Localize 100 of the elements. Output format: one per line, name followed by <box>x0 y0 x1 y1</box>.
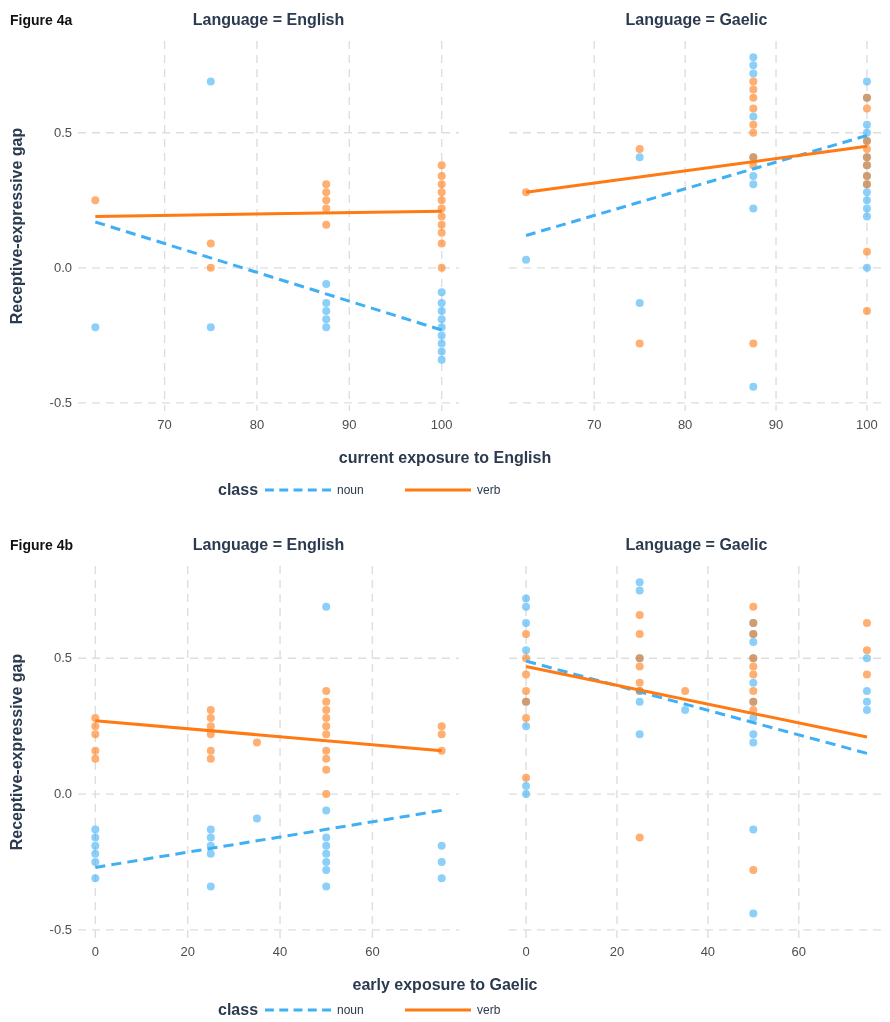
point <box>322 220 331 229</box>
point <box>749 93 758 102</box>
point <box>522 646 531 655</box>
point <box>635 610 644 619</box>
point <box>862 686 871 695</box>
point <box>749 670 758 679</box>
x-tick-label: 80 <box>249 417 265 432</box>
point <box>322 857 331 866</box>
point <box>862 705 871 714</box>
point <box>862 307 871 316</box>
point <box>749 85 758 94</box>
point <box>91 825 100 834</box>
x-tick-label: 80 <box>677 417 693 432</box>
point <box>749 602 758 611</box>
point <box>322 323 331 332</box>
point <box>91 857 100 866</box>
point <box>681 686 690 695</box>
point <box>522 602 531 611</box>
point <box>206 239 215 248</box>
point <box>749 172 758 181</box>
point <box>749 738 758 747</box>
y-axis-title: Receptive-expressive gap <box>8 127 25 325</box>
point <box>522 255 531 264</box>
point <box>91 841 100 850</box>
point <box>749 69 758 78</box>
point <box>206 825 215 834</box>
point <box>437 331 446 340</box>
point <box>522 790 531 799</box>
y-axis-title: Receptive-expressive gap <box>8 653 25 851</box>
caption: Figure 4b <box>10 537 74 553</box>
x-axis-title: current exposure to English <box>338 449 552 466</box>
chart-title: Language = English <box>192 536 345 553</box>
point <box>437 161 446 170</box>
point <box>322 204 331 213</box>
point <box>437 307 446 316</box>
point <box>862 646 871 655</box>
point <box>91 874 100 883</box>
point <box>437 220 446 229</box>
point <box>206 323 215 332</box>
point <box>437 288 446 297</box>
point <box>522 781 531 790</box>
point <box>862 619 871 628</box>
point <box>635 153 644 162</box>
x-tick-label: 100 <box>856 417 878 432</box>
point <box>635 586 644 595</box>
point <box>862 654 871 663</box>
chart-title: Language = English <box>192 11 345 28</box>
point <box>322 307 331 316</box>
point <box>749 204 758 213</box>
point <box>322 866 331 875</box>
point <box>322 841 331 850</box>
point <box>206 722 215 731</box>
point <box>862 212 871 221</box>
point <box>322 849 331 858</box>
point <box>437 874 446 883</box>
point <box>635 578 644 587</box>
point <box>322 280 331 289</box>
point <box>437 172 446 181</box>
y-tick-label: 0.5 <box>53 650 72 666</box>
point <box>322 298 331 307</box>
point <box>862 263 871 272</box>
point <box>206 714 215 723</box>
point <box>322 882 331 891</box>
point <box>862 188 871 197</box>
point <box>252 738 261 747</box>
point <box>206 754 215 763</box>
chart-title: Language = Gaelic <box>625 11 768 28</box>
point <box>862 247 871 256</box>
x-tick-label: 70 <box>157 417 172 432</box>
point <box>322 765 331 774</box>
point <box>749 339 758 348</box>
legend-label: verb <box>477 1003 501 1017</box>
point <box>749 662 758 671</box>
point <box>635 833 644 842</box>
x-tick-label: 20 <box>180 944 195 959</box>
point <box>91 754 100 763</box>
x-tick-label: 90 <box>768 417 784 432</box>
x-tick-label: 40 <box>700 944 716 959</box>
point <box>322 790 331 799</box>
point <box>862 104 871 113</box>
caption: Figure 4a <box>10 12 73 28</box>
point <box>437 730 446 739</box>
point <box>91 323 100 332</box>
point <box>522 619 531 628</box>
point <box>862 77 871 86</box>
point <box>322 714 331 723</box>
point <box>437 263 446 272</box>
point <box>322 180 331 189</box>
y-tick-label: 0.5 <box>53 124 72 140</box>
point <box>322 833 331 842</box>
point <box>635 629 644 638</box>
point <box>322 602 331 611</box>
point <box>437 857 446 866</box>
point <box>749 678 758 687</box>
x-tick-label: 60 <box>791 944 807 959</box>
point <box>635 730 644 739</box>
point <box>749 638 758 647</box>
point <box>91 849 100 858</box>
point <box>749 120 758 129</box>
point <box>437 196 446 205</box>
